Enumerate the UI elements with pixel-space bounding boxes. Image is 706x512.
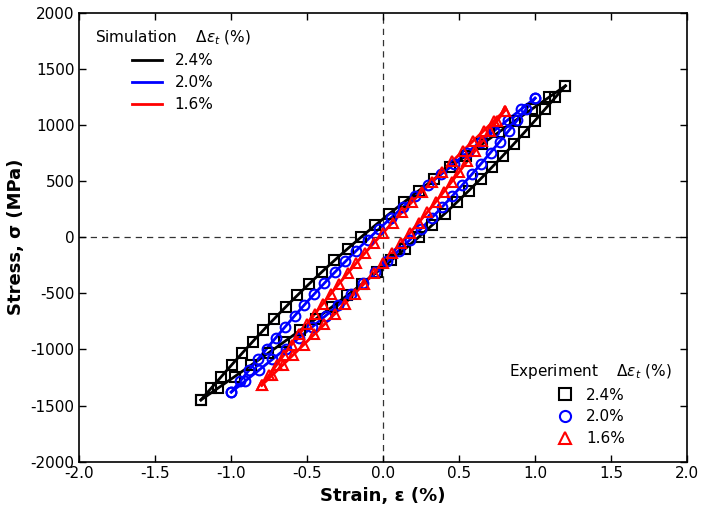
Y-axis label: Stress, σ (MPa): Stress, σ (MPa) <box>7 159 25 315</box>
X-axis label: Strain, ε (%): Strain, ε (%) <box>321 487 446 505</box>
Legend: 2.4%, 2.0%, 1.6%: 2.4%, 2.0%, 1.6% <box>501 354 679 454</box>
